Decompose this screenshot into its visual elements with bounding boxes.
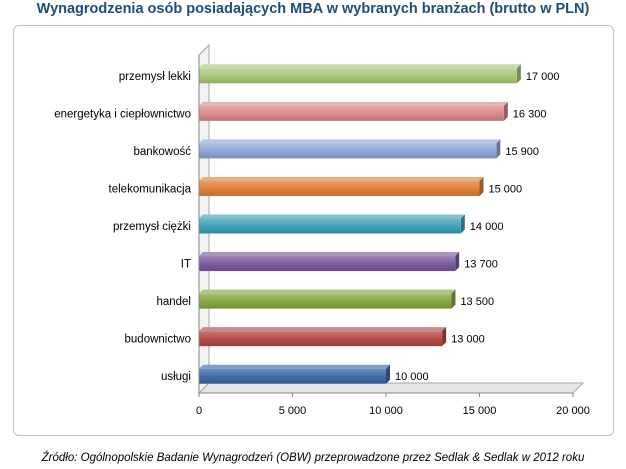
bar[interactable] [199, 368, 386, 384]
bar-top-face [199, 64, 521, 69]
bar[interactable] [199, 256, 456, 272]
x-tick-label: 10 000 [369, 405, 403, 417]
value-label: 14 000 [470, 221, 504, 233]
bar[interactable] [199, 331, 443, 347]
value-label: 10 000 [395, 371, 429, 383]
value-label: 13 700 [464, 259, 498, 271]
value-label: 13 500 [460, 296, 494, 308]
value-label: 13 000 [451, 334, 485, 346]
bar-top-face [199, 176, 484, 181]
value-label: 17 000 [526, 71, 560, 83]
x-tick-label: 15 000 [463, 405, 497, 417]
value-label: 15 900 [505, 146, 539, 158]
category-label: telekomunikacja [109, 183, 192, 195]
value-label: 16 300 [513, 108, 547, 120]
bar-top-face [199, 364, 390, 369]
category-label: bankowość [133, 146, 191, 158]
category-label: handel [156, 296, 191, 308]
bar-end-face [496, 139, 501, 159]
bar-end-face [451, 289, 456, 309]
bar-top-face [199, 139, 501, 144]
category-label: przemysł ciężki [113, 221, 191, 233]
bar-end-face [503, 101, 508, 121]
x-tick-label: 20 000 [556, 405, 590, 417]
bar[interactable] [199, 68, 517, 84]
category-label: IT [181, 259, 191, 271]
x-tick-label: 0 [196, 405, 202, 417]
bar-end-face [455, 252, 460, 272]
category-label: budownictwo [125, 334, 191, 346]
plot-floor [197, 382, 585, 394]
bar-end-face [479, 176, 484, 196]
bar-end-face [516, 64, 521, 84]
bar[interactable] [199, 143, 497, 159]
bar-top-face [199, 327, 447, 332]
chart-title: Wynagrodzenia osób posiadających MBA w w… [36, 1, 590, 17]
bar-end-face [442, 327, 447, 347]
bar-end-face [460, 214, 465, 234]
category-label: usługi [161, 371, 191, 383]
bar-top-face [199, 214, 465, 219]
value-label: 15 000 [489, 183, 523, 195]
x-tick-label: 5 000 [279, 405, 307, 417]
bar-top-face [199, 101, 508, 106]
category-label: energetyka i ciepłownictwo [54, 108, 191, 120]
source-note: Źródło: Ogólnopolskie Badanie Wynagrodze… [41, 452, 585, 464]
bar[interactable] [199, 180, 480, 196]
bar-end-face [386, 364, 390, 384]
bar[interactable] [199, 105, 504, 121]
bar-top-face [199, 289, 456, 294]
bar[interactable] [199, 218, 461, 234]
bar-top-face [199, 252, 460, 257]
bar[interactable] [199, 293, 452, 309]
category-label: przemysł lekki [119, 71, 191, 83]
